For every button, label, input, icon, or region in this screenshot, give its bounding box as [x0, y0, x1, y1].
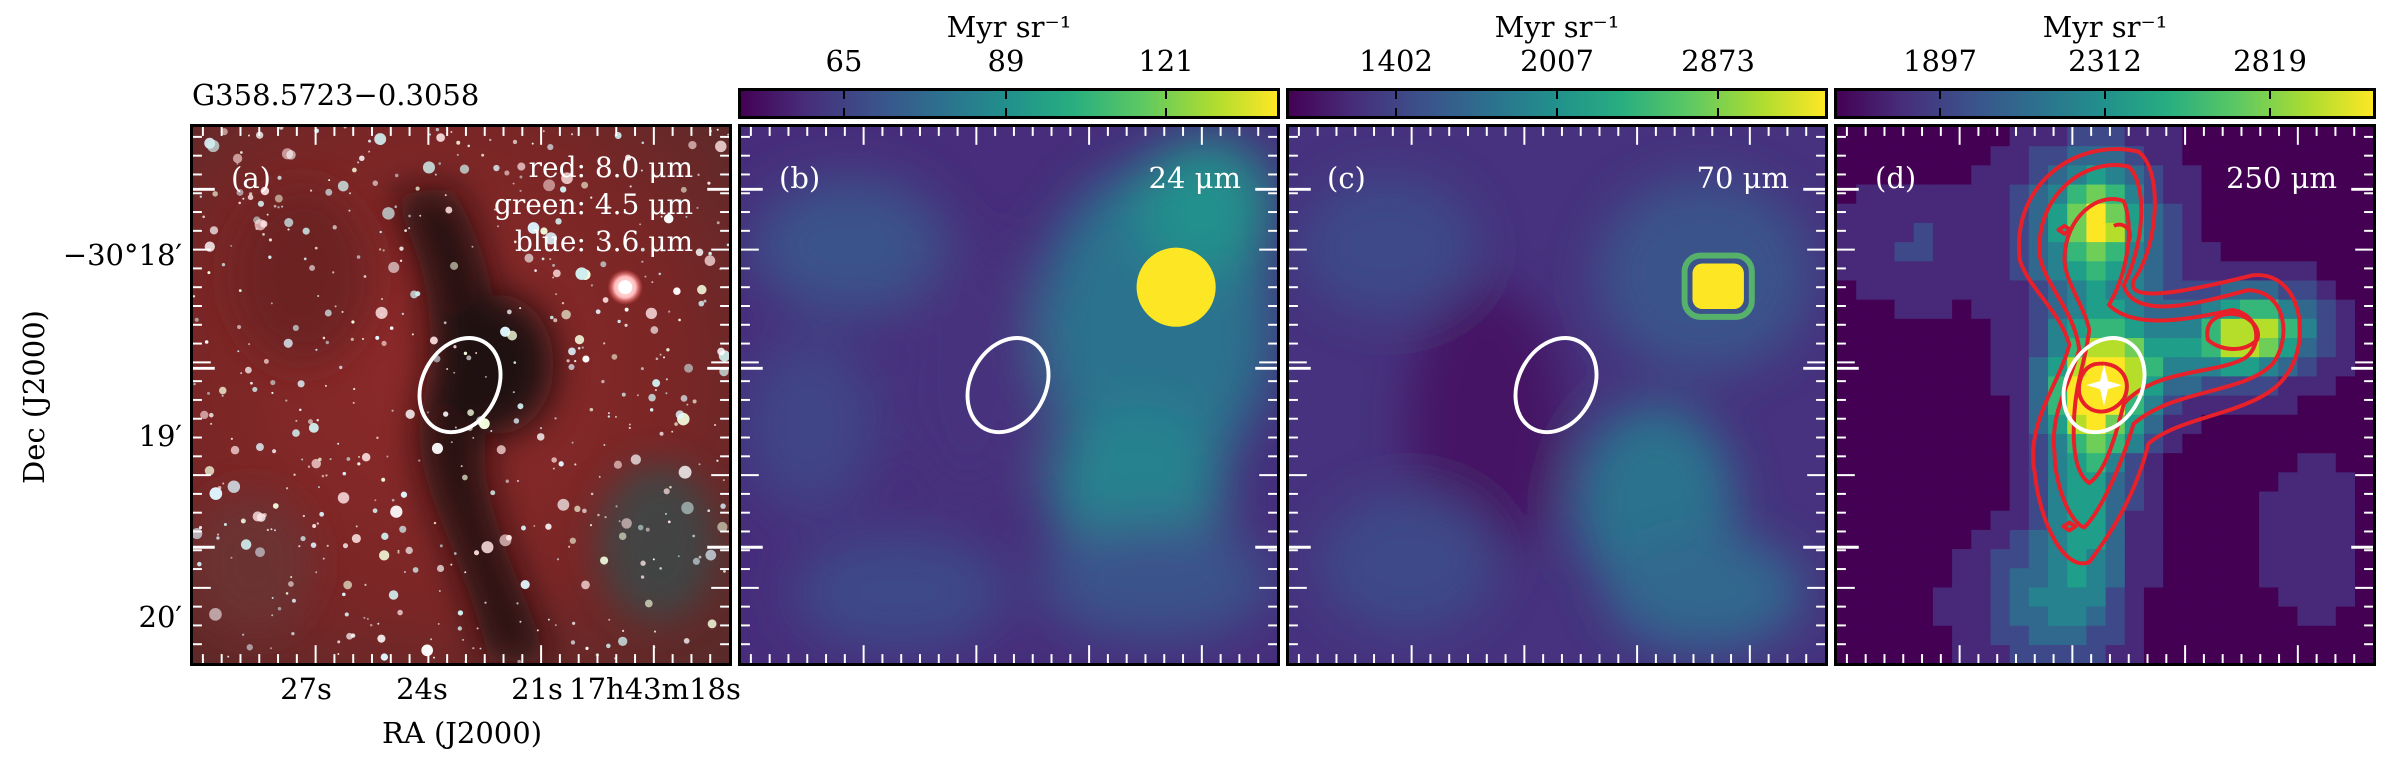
panel-label: (b) — [779, 161, 821, 195]
contour-peak — [2061, 520, 2078, 533]
x-tick-label: 21s — [511, 672, 563, 706]
image-70um — [1289, 127, 1825, 663]
source-title: G358.5723−0.3058 — [192, 78, 480, 112]
colorbar-b — [738, 88, 1280, 119]
source-ellipse — [2061, 336, 2147, 435]
band-green: green: 4.5 μm — [494, 188, 693, 221]
contour-level-4 — [2113, 222, 2132, 242]
contour-level-2 — [2037, 163, 2286, 530]
colorbar-ticks — [843, 91, 1167, 116]
colorbar-tick-label: 2312 — [2068, 44, 2142, 78]
colorbar-tick-label: 65 — [825, 44, 863, 78]
panel-label: (c) — [1327, 161, 1366, 195]
source-ellipse — [417, 336, 503, 435]
y-tick-label: 19′ — [138, 419, 183, 453]
y-tick-label: −30°18′ — [62, 238, 182, 272]
image-250um — [1837, 127, 2373, 663]
colorbar-tick-label: 2873 — [1681, 44, 1755, 78]
colorbar-d — [1834, 88, 2376, 119]
wavelength-label: 250 μm — [2226, 161, 2337, 195]
contour-level-4 — [2076, 361, 2129, 414]
rgb-band-legend: red: 8.0 μm green: 4.5 μm blue: 3.6 μm — [494, 149, 693, 260]
colorbar-c — [1286, 88, 1828, 119]
colorbar-tick-label: 1402 — [1359, 44, 1433, 78]
x-tick-label: 27s — [280, 672, 332, 706]
contour-level-1 — [2016, 147, 2302, 566]
x-tick-label: 24s — [396, 672, 448, 706]
wavelength-label: 70 μm — [1696, 161, 1789, 195]
panel-c: (c) 70 μm — [1286, 124, 1828, 666]
contour-peak — [2056, 223, 2073, 236]
colorbar-unit: Myr sr⁻¹ — [2042, 10, 2168, 44]
colorbar-ticks — [1395, 91, 1719, 116]
colorbar-unit: Myr sr⁻¹ — [946, 10, 1072, 44]
x-axis-label: RA (J2000) — [381, 716, 543, 750]
colorbar-ticks — [1939, 91, 2271, 116]
panel-b: (b) 24 μm — [738, 124, 1280, 666]
panel-label: (d) — [1875, 161, 1917, 195]
panel-d: (d) 250 μm — [1834, 124, 2376, 666]
source-ellipse — [1513, 336, 1599, 435]
colorbar-tick-label: 1897 — [1903, 44, 1977, 78]
colorbar-tick-label: 89 — [987, 44, 1025, 78]
peak-marker-icon — [2086, 364, 2122, 406]
star-field — [193, 127, 729, 663]
contour-level-4 — [2205, 311, 2260, 351]
source-ellipse — [965, 336, 1051, 435]
colorbar-tick-label: 2007 — [1520, 44, 1594, 78]
colorbar-tick-label: 121 — [1138, 44, 1194, 78]
wavelength-label: 24 μm — [1148, 161, 1241, 195]
y-tick-label: 20′ — [138, 600, 183, 634]
x-tick-label: 17h43m18s — [569, 672, 741, 706]
contours — [2016, 147, 2302, 566]
panel-a: (a) red: 8.0 μm green: 4.5 μm blue: 3.6 … — [190, 124, 732, 666]
colorbar-unit: Myr sr⁻¹ — [1494, 10, 1620, 44]
colorbar-tick-label: 2819 — [2233, 44, 2307, 78]
band-blue: blue: 3.6 μm — [515, 225, 693, 258]
rgb-image-8-4.5-3.6um — [193, 127, 729, 663]
image-24um — [741, 127, 1277, 663]
y-axis-label: Dec (J2000) — [17, 310, 51, 484]
band-red: red: 8.0 μm — [528, 151, 693, 184]
panel-label: (a) — [231, 161, 271, 195]
